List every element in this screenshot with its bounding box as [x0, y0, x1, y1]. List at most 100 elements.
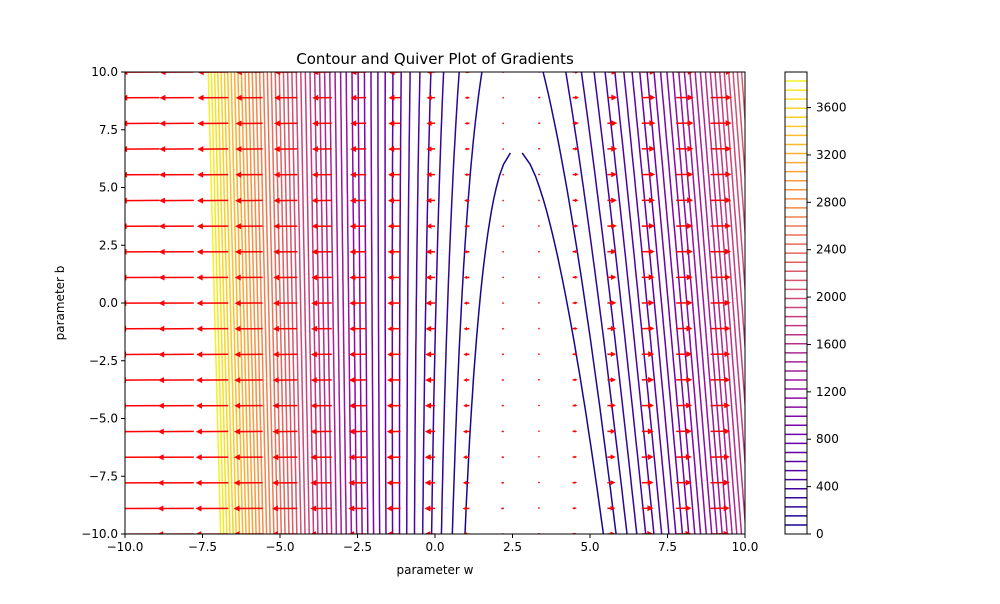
- quiver-arrow: [82, 275, 125, 281]
- quiver-head: [350, 95, 356, 101]
- y-tick-label: 0.0: [99, 296, 118, 310]
- quiver-head: [121, 120, 127, 126]
- quiver-arrow: [120, 429, 160, 435]
- quiver-arrow: [745, 274, 769, 280]
- quiver-head: [121, 198, 127, 204]
- quiver-head: [158, 377, 164, 383]
- quiver-arrow: [501, 507, 504, 509]
- quiver-arrow: [121, 120, 159, 126]
- quiver-head: [501, 405, 503, 407]
- quiver-arrow: [158, 403, 194, 409]
- quiver-head: [121, 172, 127, 178]
- quiver-arrow: [607, 300, 616, 305]
- quiver-head: [465, 122, 468, 125]
- quiver-head: [686, 377, 692, 383]
- quiver-head: [464, 173, 467, 176]
- quiver-head: [725, 223, 731, 229]
- quiver-head: [502, 328, 503, 329]
- quiver-arrow: [538, 302, 540, 303]
- contour-line: [762, 72, 795, 534]
- quiver-arrow: [463, 378, 469, 382]
- quiver-head: [83, 223, 89, 229]
- quiver-head: [464, 276, 467, 279]
- contour-line: [742, 72, 776, 534]
- quiver-head: [387, 429, 393, 435]
- quiver-arrow: [502, 148, 504, 149]
- quiver-arrow: [573, 404, 578, 407]
- y-tick-label: −10.0: [81, 527, 118, 541]
- quiver-arrow: [349, 326, 366, 332]
- quiver-head: [388, 249, 394, 255]
- quiver-arrow: [573, 96, 579, 100]
- quiver-head: [311, 275, 317, 281]
- contour-line: [296, 72, 305, 534]
- quiver-arrow: [463, 404, 469, 408]
- quiver-arrow: [196, 454, 229, 460]
- quiver-head: [574, 481, 577, 484]
- quiver-head: [762, 454, 768, 460]
- quiver-head: [611, 223, 617, 229]
- quiver-arrow: [711, 223, 732, 229]
- quiver-arrow: [745, 223, 769, 229]
- quiver-head: [574, 507, 577, 510]
- quiver-arrow: [465, 122, 470, 125]
- quiver-arrow: [573, 327, 578, 330]
- quiver-arrow: [502, 97, 504, 98]
- contour-line: [746, 72, 780, 534]
- quiver-head: [463, 404, 467, 408]
- quiver-arrow: [388, 223, 401, 229]
- quiver-arrow: [121, 198, 160, 204]
- quiver-head: [386, 505, 392, 511]
- quiver-head: [273, 326, 279, 332]
- quiver-head: [196, 326, 202, 332]
- contour-line: [750, 72, 784, 534]
- quiver-arrow: [538, 174, 540, 175]
- quiver-arrow: [607, 506, 615, 511]
- y-axis-ticks: −10.0−7.5−5.0−2.50.02.55.07.510.0: [81, 65, 125, 541]
- quiver-head: [648, 402, 654, 408]
- quiver-head: [575, 378, 578, 381]
- quiver-arrow: [157, 480, 193, 486]
- colorbar-tick-label: 3600: [816, 101, 847, 115]
- quiver-head: [196, 351, 202, 357]
- contour-line: [441, 72, 459, 534]
- quiver-arrow: [83, 95, 125, 101]
- quiver-arrow: [501, 379, 503, 380]
- quiver-arrow: [676, 223, 693, 229]
- quiver-arrow: [273, 275, 297, 281]
- quiver-head: [82, 403, 88, 409]
- quiver-head: [197, 223, 203, 229]
- quiver-arrow: [159, 275, 194, 281]
- quiver-arrow: [198, 95, 229, 101]
- quiver-arrow: [120, 403, 160, 409]
- quiver-arrow: [273, 223, 297, 229]
- quiver-arrow: [159, 146, 194, 152]
- quiver-head: [575, 173, 579, 177]
- quiver-arrow: [464, 173, 469, 176]
- quiver-arrow: [538, 328, 540, 329]
- quiver-arrow: [82, 429, 125, 435]
- quiver-arrow: [234, 429, 263, 435]
- quiver-head: [426, 198, 431, 203]
- quiver-head: [234, 403, 240, 409]
- colorbar-tick-label: 3200: [816, 148, 847, 162]
- quiver-head: [119, 480, 125, 486]
- y-tick-label: −5.0: [89, 412, 118, 426]
- quiver-head: [574, 404, 577, 407]
- quiver-arrow: [538, 200, 540, 201]
- quiver-arrow: [676, 95, 693, 101]
- quiver-arrow: [83, 146, 125, 152]
- quiver-arrow: [464, 147, 469, 150]
- quiver-head: [312, 172, 318, 178]
- quiver-arrow: [387, 300, 400, 306]
- quiver-head: [196, 454, 202, 460]
- quiver-head: [311, 377, 317, 383]
- quiver-arrow: [642, 402, 654, 408]
- quiver-arrow: [538, 225, 540, 226]
- quiver-arrow: [642, 223, 655, 229]
- quiver-arrow: [159, 172, 194, 178]
- quiver-head: [686, 505, 692, 511]
- quiver-arrow: [196, 351, 228, 357]
- quiver-arrow: [607, 120, 617, 126]
